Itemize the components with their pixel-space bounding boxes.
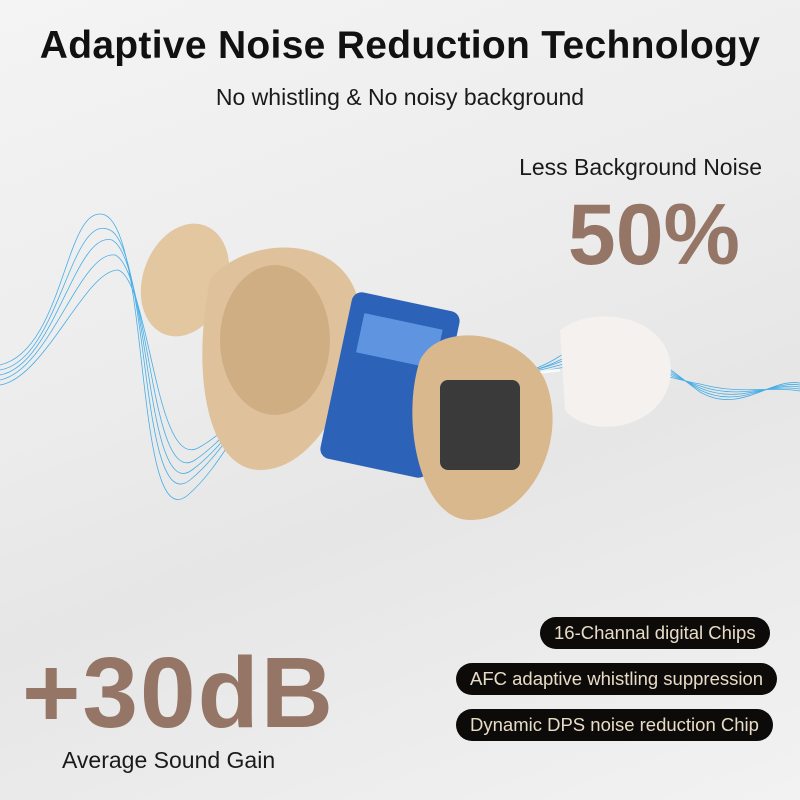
earbud-shell: [202, 247, 360, 470]
page-title: Adaptive Noise Reduction Technology: [39, 24, 761, 67]
feature-pill: 16-Channal digital Chips: [540, 617, 770, 649]
sound-gain-value: +30dB: [22, 637, 335, 749]
ear-tip: [560, 316, 671, 427]
sound-gain-label: Average Sound Gain: [62, 747, 276, 773]
earbud-inner-housing: [412, 335, 553, 520]
page-subtitle: No whistling & No noisy background: [215, 84, 585, 110]
hearing-aid-exploded-illustration: [0, 213, 800, 520]
feature-pill: AFC adaptive whistling suppression: [456, 663, 778, 695]
noise-reduction-label: Less Background Noise: [519, 154, 762, 180]
feature-pill: Dynamic DPS noise reduction Chip: [456, 709, 773, 741]
noise-reduction-value: 50%: [567, 187, 740, 283]
